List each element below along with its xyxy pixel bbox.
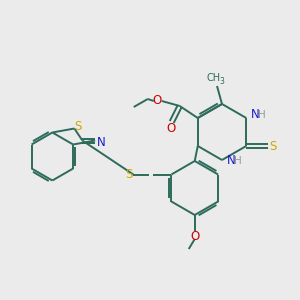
Text: O: O: [190, 230, 200, 242]
Text: N: N: [226, 154, 236, 167]
Text: N: N: [97, 136, 106, 149]
Text: S: S: [126, 168, 133, 181]
Text: 3: 3: [220, 76, 224, 85]
Text: H: H: [258, 110, 266, 120]
Text: O: O: [166, 122, 176, 136]
Text: O: O: [152, 94, 161, 106]
Text: S: S: [75, 120, 82, 133]
Text: CH: CH: [207, 73, 221, 83]
Text: N: N: [251, 109, 260, 122]
Text: S: S: [270, 140, 277, 152]
Text: H: H: [234, 156, 242, 166]
